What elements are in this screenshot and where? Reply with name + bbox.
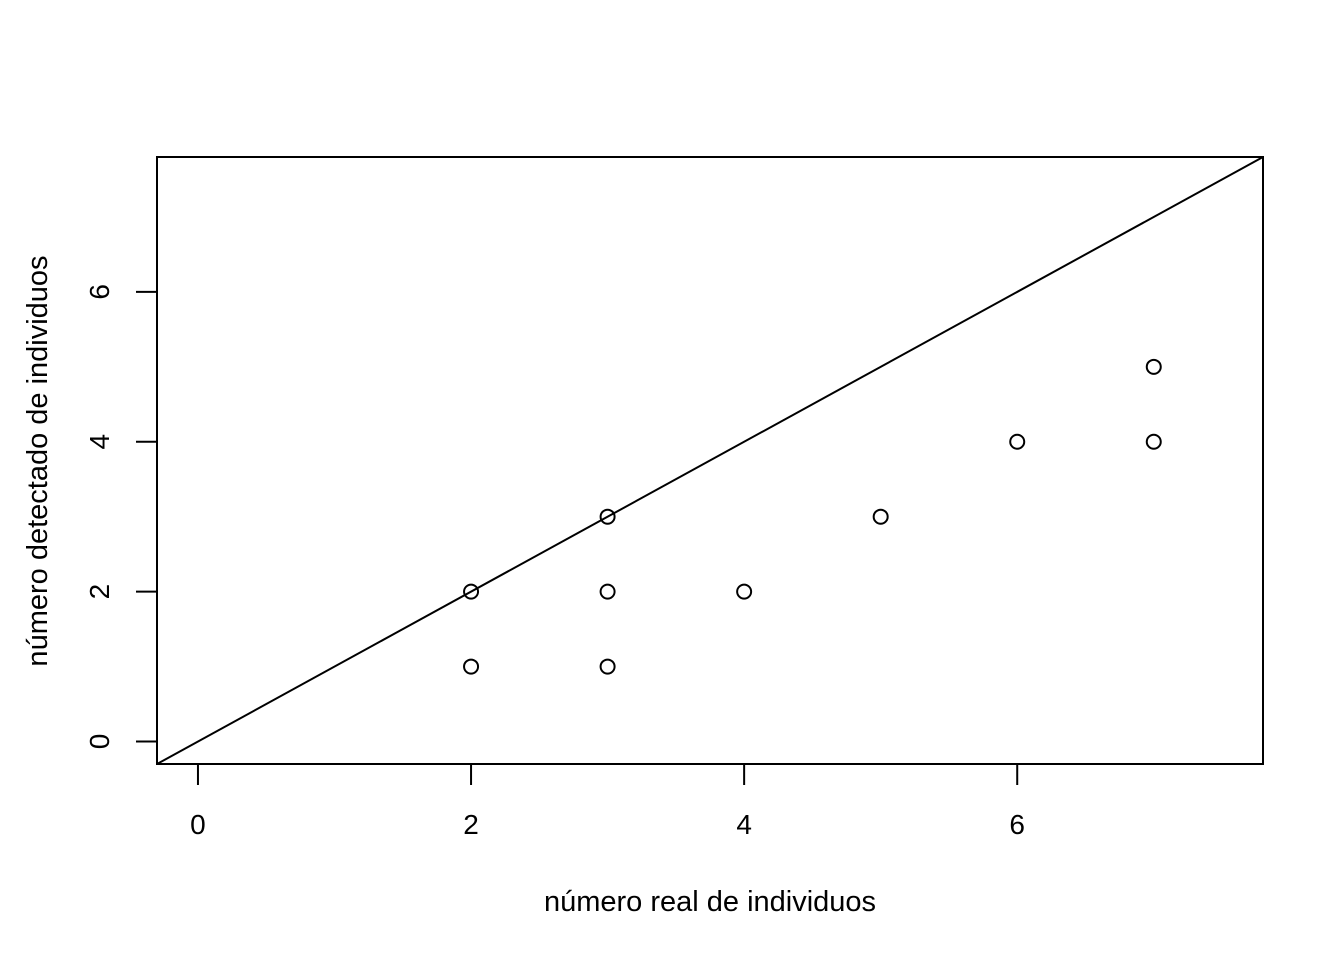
y-tick-label: 6 [84,284,115,300]
x-axis: 0 2 4 6 [190,763,1025,840]
data-point [872,508,889,525]
reference-line [157,157,1263,764]
data-point [736,583,753,600]
data-point [599,583,616,600]
y-axis-title: número detectado de individuos [22,255,54,666]
data-point [463,583,480,600]
y-axis: 0 2 4 6 [84,284,158,750]
x-tick-label: 6 [1009,809,1025,840]
y-tick-label: 4 [84,434,115,450]
data-point [1145,433,1162,450]
y-tick-label: 2 [84,584,115,600]
data-point [1145,358,1162,375]
x-tick-label: 0 [190,809,206,840]
data-point [1009,433,1026,450]
data-point [463,658,480,675]
data-point [599,658,616,675]
x-tick-label: 4 [736,809,752,840]
x-tick-label: 2 [463,809,479,840]
data-point [599,508,616,525]
y-tick-label: 0 [84,734,115,750]
points-layer [463,358,1162,675]
x-axis-title: número real de individuos [544,886,876,918]
reference-line-layer [157,157,1263,764]
